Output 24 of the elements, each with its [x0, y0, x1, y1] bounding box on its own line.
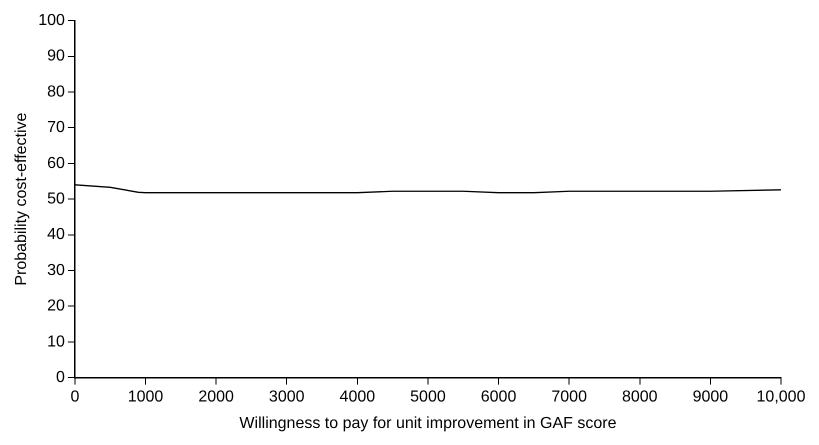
x-tick-label: 10,000: [756, 388, 806, 406]
x-tick-label: 1000: [128, 388, 164, 406]
x-tick-label: 7000: [551, 388, 588, 406]
x-tick-label: 3000: [268, 388, 305, 406]
y-tick-label: 20: [47, 298, 65, 315]
x-tick-label: 5000: [410, 388, 446, 406]
y-tick-label: 10: [47, 333, 65, 350]
y-tick-label: 60: [47, 154, 65, 172]
y-tick-label: 90: [47, 48, 65, 65]
x-tick-label: 0: [70, 388, 80, 406]
y-tick-label: 100: [38, 12, 65, 30]
y-tick-label: 70: [47, 119, 65, 136]
x-tick-label: 4000: [340, 388, 376, 406]
y-axis-title: Probability cost-effective: [13, 112, 30, 286]
x-tick-label: 9000: [692, 388, 728, 406]
x-axis-title: Willingness to pay for unit improvement in GAF score: [239, 414, 617, 432]
y-tick-label: 40: [47, 226, 65, 244]
y-tick-label: 30: [47, 262, 65, 279]
x-tick-label: 6000: [480, 388, 516, 406]
y-tick-label: 80: [47, 83, 65, 100]
x-tick-label: 8000: [622, 388, 658, 406]
y-tick-label: 0: [56, 369, 65, 386]
x-tick-label: 2000: [198, 388, 234, 406]
y-tick-label: 50: [47, 190, 65, 208]
